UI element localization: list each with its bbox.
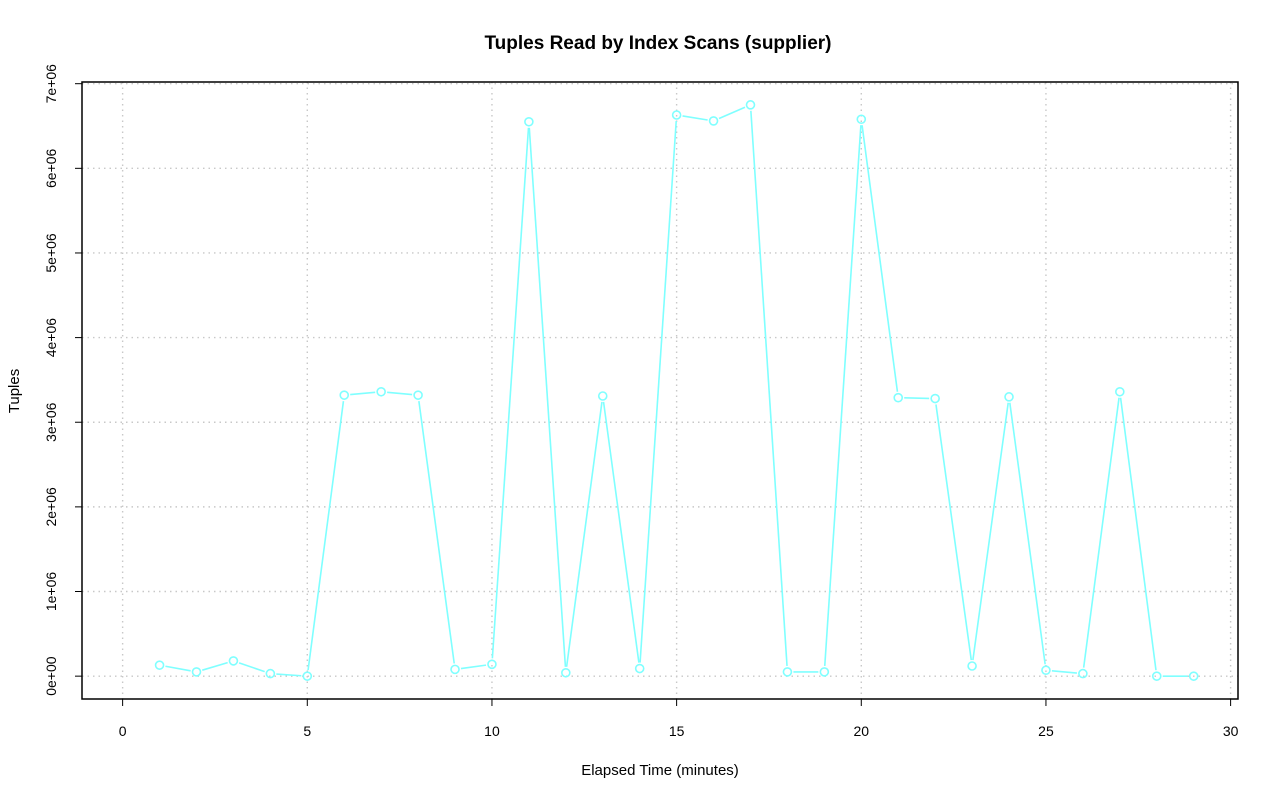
series-line-segment bbox=[904, 397, 930, 400]
grid bbox=[82, 82, 1238, 699]
y-axis-label: Tuples bbox=[6, 369, 23, 413]
series-line-segment bbox=[972, 402, 1009, 661]
data-point bbox=[339, 390, 350, 400]
x-tick-label: 5 bbox=[303, 723, 311, 739]
y-tick-label: 5e+06 bbox=[43, 233, 59, 273]
series-line-segment bbox=[350, 391, 376, 396]
data-point bbox=[1041, 665, 1051, 676]
series-group bbox=[154, 100, 1199, 681]
x-tick-label: 15 bbox=[669, 723, 685, 739]
data-point bbox=[1078, 668, 1088, 679]
series-line-segment bbox=[528, 127, 567, 667]
x-tick-label: 0 bbox=[119, 723, 127, 739]
data-point bbox=[597, 391, 608, 401]
y-tick-label: 3e+06 bbox=[43, 402, 59, 442]
data-point bbox=[376, 386, 386, 397]
series-line-segment bbox=[460, 664, 487, 670]
data-point bbox=[967, 661, 977, 671]
series-line-segment bbox=[1082, 397, 1120, 668]
data-point bbox=[634, 663, 645, 674]
data-point bbox=[1188, 671, 1199, 681]
data-point bbox=[1004, 392, 1014, 402]
y-tick-label: 4e+06 bbox=[43, 318, 59, 358]
series-line-segment bbox=[238, 662, 265, 673]
data-point bbox=[819, 667, 830, 677]
data-point bbox=[782, 667, 793, 677]
data-point bbox=[154, 660, 165, 670]
series-line-segment bbox=[165, 665, 191, 672]
x-tick-label: 30 bbox=[1223, 723, 1239, 739]
chart-title: Tuples Read by Index Scans (supplier) bbox=[484, 33, 831, 54]
y-tick-label: 6e+06 bbox=[43, 148, 59, 188]
series-line-segment bbox=[491, 127, 530, 659]
y-tick-label: 1e+06 bbox=[43, 572, 59, 612]
data-point bbox=[708, 116, 719, 126]
data-point bbox=[671, 110, 682, 120]
data-point bbox=[228, 656, 239, 666]
data-point bbox=[302, 671, 313, 681]
series-line-segment bbox=[565, 401, 603, 667]
x-tick-label: 10 bbox=[484, 723, 500, 739]
data-point bbox=[191, 667, 202, 677]
data-point bbox=[1115, 386, 1125, 397]
series-line-segment bbox=[682, 115, 708, 121]
series-line-segment bbox=[202, 661, 228, 671]
series-line-segment bbox=[750, 110, 788, 666]
series-line-segment bbox=[639, 120, 678, 663]
data-point bbox=[450, 664, 460, 675]
y-tick-label: 7e+06 bbox=[43, 64, 59, 104]
series-line-segment bbox=[307, 400, 345, 671]
x-axis-label: Elapsed Time (minutes) bbox=[581, 762, 739, 779]
plot-frame bbox=[81, 81, 1239, 700]
x-tick-label: 25 bbox=[1038, 723, 1054, 739]
data-point bbox=[893, 392, 904, 403]
series-line-segment bbox=[718, 106, 746, 120]
data-point bbox=[745, 100, 756, 110]
data-point bbox=[524, 116, 534, 127]
series-line-segment bbox=[418, 400, 456, 664]
data-point bbox=[856, 114, 867, 125]
data-point bbox=[561, 667, 571, 678]
series-line-segment bbox=[276, 673, 302, 677]
x-axis: 0 5 10 15 20 25 30 bbox=[119, 699, 1239, 739]
data-point bbox=[413, 390, 423, 400]
x-tick-label: 20 bbox=[853, 723, 869, 739]
series-line-segment bbox=[602, 401, 640, 663]
data-point bbox=[930, 393, 940, 404]
y-axis: 0e+00 1e+06 2e+06 3e+06 4e+06 5e+06 6e+06 7e+06 bbox=[43, 64, 82, 696]
series-line-segment bbox=[1119, 397, 1157, 671]
data-point bbox=[1151, 671, 1162, 681]
series-line-segment bbox=[387, 391, 413, 396]
series-line-segment bbox=[1051, 669, 1077, 674]
data-point bbox=[487, 659, 497, 670]
series-line-segment bbox=[1009, 402, 1046, 665]
data-point bbox=[265, 668, 276, 679]
series-line-segment bbox=[935, 404, 973, 661]
series-line-segment bbox=[823, 125, 862, 666]
y-tick-label: 2e+06 bbox=[43, 487, 59, 527]
y-tick-label: 0e+00 bbox=[43, 656, 59, 696]
series-line-segment bbox=[861, 125, 899, 392]
